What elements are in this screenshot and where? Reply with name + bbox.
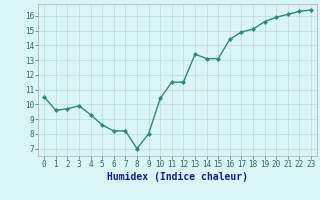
X-axis label: Humidex (Indice chaleur): Humidex (Indice chaleur) (107, 172, 248, 182)
